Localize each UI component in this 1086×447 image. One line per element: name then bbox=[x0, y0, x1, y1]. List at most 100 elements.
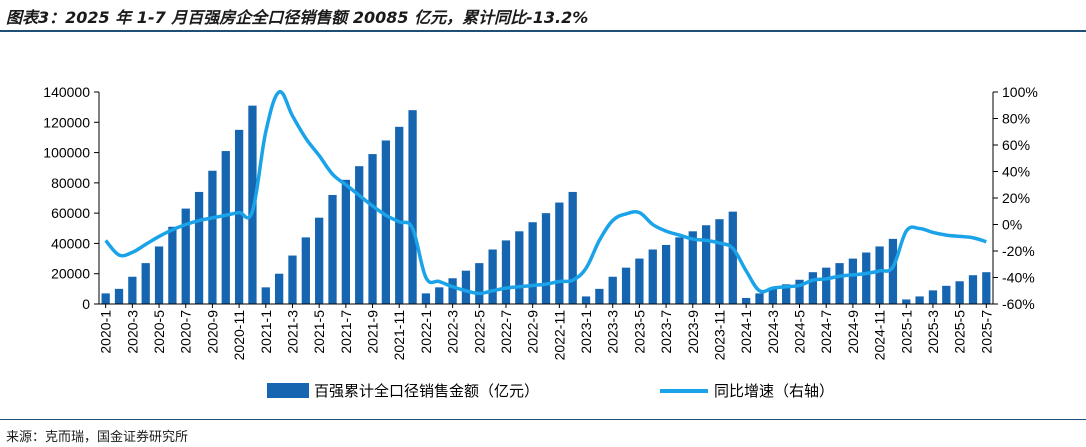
bar bbox=[928, 290, 938, 304]
bar bbox=[568, 191, 577, 304]
bar bbox=[194, 191, 204, 304]
bar bbox=[328, 194, 337, 304]
bar bbox=[141, 263, 150, 304]
bar bbox=[461, 270, 471, 304]
right-tick-label: -20% bbox=[1002, 243, 1035, 259]
right-tick-label: 60% bbox=[1002, 137, 1030, 153]
x-tick-label: 2024-11 bbox=[872, 310, 888, 361]
bar bbox=[435, 287, 444, 304]
x-tick-label: 2023-11 bbox=[711, 310, 727, 361]
bar bbox=[661, 244, 671, 304]
bar bbox=[715, 219, 724, 304]
bar bbox=[208, 170, 217, 304]
bar bbox=[581, 296, 591, 304]
bar bbox=[395, 126, 404, 304]
bar bbox=[315, 217, 324, 304]
bar bbox=[982, 272, 991, 304]
left-tick-label: 20000 bbox=[51, 266, 90, 282]
bar bbox=[261, 287, 270, 304]
x-tick-label: 2020-7 bbox=[178, 310, 194, 354]
bar bbox=[368, 154, 377, 304]
x-tick-label: 2021-7 bbox=[338, 310, 354, 354]
x-tick-label: 2025-3 bbox=[925, 310, 941, 354]
bar bbox=[608, 276, 617, 304]
legend-line-label: 同比增速（右轴） bbox=[714, 382, 834, 400]
bar bbox=[755, 293, 764, 304]
bar bbox=[408, 110, 417, 305]
x-tick-label: 2022-5 bbox=[471, 310, 487, 354]
bar bbox=[942, 285, 951, 304]
left-tick-label: 0 bbox=[82, 296, 90, 312]
left-tick-label: 100000 bbox=[43, 145, 90, 161]
bar bbox=[968, 275, 978, 304]
x-tick-label: 2021-3 bbox=[284, 310, 300, 354]
x-tick-label: 2021-9 bbox=[365, 310, 381, 354]
bar bbox=[421, 293, 431, 304]
right-tick-label: 0% bbox=[1002, 217, 1022, 233]
bar bbox=[742, 297, 751, 304]
bar bbox=[888, 238, 898, 304]
bar bbox=[782, 284, 791, 304]
bar bbox=[822, 267, 831, 304]
bar bbox=[541, 213, 551, 304]
left-tick-label: 60000 bbox=[51, 205, 90, 221]
bar bbox=[168, 226, 177, 304]
left-axis: 0 20000 40000 60000 80000 100000 120000 140000 bbox=[43, 84, 100, 312]
bar bbox=[675, 237, 684, 304]
x-tick-label: 2023-7 bbox=[658, 310, 674, 354]
bar bbox=[701, 225, 711, 304]
footer-rule bbox=[0, 419, 1086, 420]
x-tick-label: 2020-1 bbox=[98, 310, 114, 354]
bar bbox=[635, 258, 644, 304]
x-tick-label: 2025-7 bbox=[978, 310, 994, 354]
x-tick-label: 2021-1 bbox=[258, 310, 274, 354]
bar bbox=[154, 246, 164, 304]
x-tick-label: 2022-9 bbox=[525, 310, 541, 354]
bar bbox=[728, 211, 737, 304]
bar bbox=[915, 296, 924, 304]
bar bbox=[648, 249, 657, 304]
bar bbox=[355, 166, 364, 304]
bar bbox=[955, 281, 964, 304]
x-tick-label: 2024-9 bbox=[845, 310, 861, 354]
x-tick-label: 2022-7 bbox=[498, 310, 514, 354]
bar bbox=[501, 240, 511, 304]
growth-line bbox=[104, 90, 987, 296]
bar bbox=[848, 258, 858, 304]
bar bbox=[808, 272, 818, 304]
bar bbox=[341, 179, 350, 304]
right-tick-label: -60% bbox=[1002, 296, 1035, 312]
x-tick-label: 2020-9 bbox=[204, 310, 220, 354]
x-tick-label: 2021-11 bbox=[391, 310, 407, 361]
bar bbox=[768, 288, 777, 304]
bar bbox=[114, 288, 124, 304]
bar bbox=[181, 208, 190, 304]
right-tick-label: -40% bbox=[1002, 270, 1035, 286]
bar bbox=[862, 252, 871, 304]
right-tick-label: 40% bbox=[1002, 164, 1030, 180]
x-tick-label: 2020-3 bbox=[124, 310, 140, 354]
bar bbox=[234, 129, 244, 304]
page-title: 图表3：2025 年 1-7 月百强房企全口径销售额 20085 亿元，累计同比… bbox=[6, 8, 589, 27]
x-tick-label: 2020-11 bbox=[231, 310, 247, 361]
left-tick-label: 80000 bbox=[51, 175, 90, 191]
right-axis: 100% 80% 60% 40% 20% 0% -20% -40% -60% bbox=[992, 84, 1038, 312]
line-series bbox=[104, 90, 987, 296]
bar bbox=[274, 273, 284, 304]
bar bbox=[528, 222, 537, 304]
bar bbox=[595, 288, 604, 304]
legend-bar-label: 百强累计全口径销售金额（亿元） bbox=[314, 382, 539, 400]
bar bbox=[128, 276, 137, 304]
title-rule bbox=[0, 30, 1086, 32]
bar bbox=[448, 278, 457, 304]
left-tick-label: 40000 bbox=[51, 235, 90, 251]
source-note: 来源：克而瑞，国金证券研究所 bbox=[6, 430, 189, 445]
right-tick-label: 100% bbox=[1002, 84, 1038, 100]
x-tick-label: 2024-3 bbox=[765, 310, 781, 354]
x-tick-label: 2024-5 bbox=[792, 310, 808, 354]
bar bbox=[475, 263, 484, 304]
x-tick-label: 2022-11 bbox=[551, 310, 567, 361]
bar bbox=[515, 231, 524, 304]
x-tick-label: 2021-5 bbox=[311, 310, 327, 354]
bar bbox=[488, 249, 497, 304]
